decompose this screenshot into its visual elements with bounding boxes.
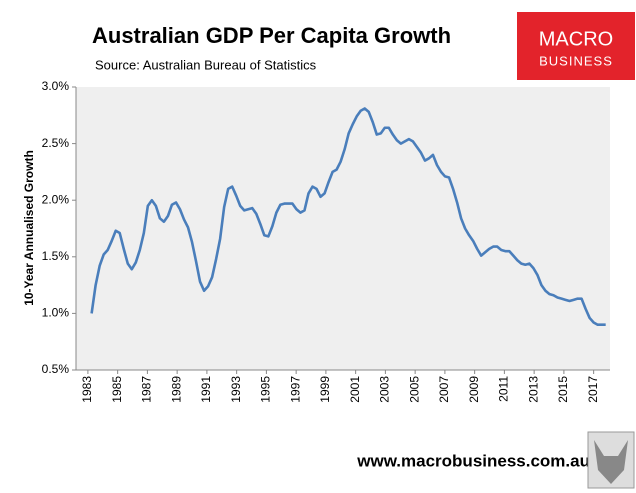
x-tick-label: 1983 (80, 376, 94, 403)
x-tick-label: 2007 (437, 376, 451, 403)
x-tick-label: 1985 (110, 376, 124, 403)
x-tick-label: 1991 (199, 376, 213, 403)
footer-url: www.macrobusiness.com.au (356, 451, 590, 470)
plot-area (76, 87, 610, 370)
x-tick-label: 2001 (348, 376, 362, 403)
logo-bottom: BUSINESS (539, 53, 613, 68)
x-tick-label: 2015 (556, 376, 570, 403)
data-line (90, 107, 606, 327)
x-tick-label: 1999 (318, 376, 332, 403)
y-tick-label: 1.5% (42, 249, 70, 263)
x-tick-label: 1989 (169, 376, 183, 403)
chart-subtitle: Source: Australian Bureau of Statistics (95, 57, 317, 72)
x-tick-label: 2013 (526, 376, 540, 403)
logo-top: MACRO (539, 28, 613, 50)
wolf-icon (587, 431, 635, 489)
x-tick-label: 1987 (140, 376, 154, 403)
x-tick-label: 2009 (467, 376, 481, 403)
y-tick-label: 2.5% (42, 136, 70, 150)
logo-box (517, 12, 635, 80)
chart-title: Australian GDP Per Capita Growth (92, 23, 451, 48)
y-tick-label: 2.0% (42, 192, 70, 206)
y-tick-label: 0.5% (42, 362, 70, 376)
x-tick-label: 1995 (259, 376, 273, 403)
x-tick-label: 1997 (288, 376, 302, 403)
x-tick-label: 2011 (497, 376, 511, 402)
x-tick-label: 2003 (378, 376, 392, 403)
y-tick-label: 3.0% (42, 79, 70, 93)
y-tick-label: 1.0% (42, 306, 70, 320)
x-tick-label: 2005 (407, 376, 421, 403)
x-tick-label: 2017 (586, 376, 600, 403)
y-axis-label: 10-Year Annualised Growth (22, 150, 36, 306)
x-tick-label: 1993 (229, 376, 243, 403)
